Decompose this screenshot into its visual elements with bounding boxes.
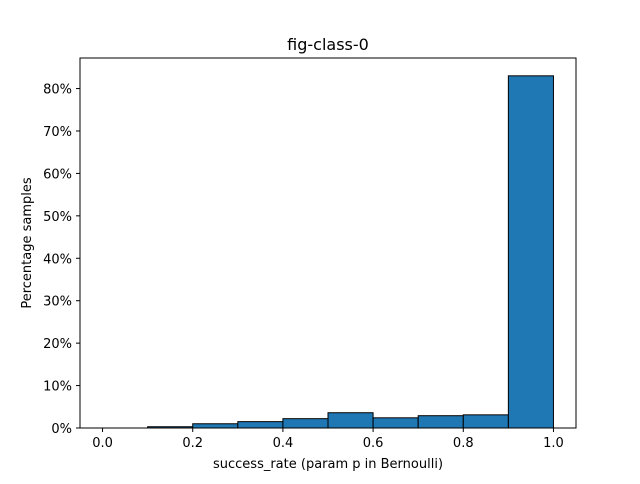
x-tick-label-2: 0.4: [273, 436, 294, 451]
y-tick-label-7: 70%: [43, 125, 72, 140]
y-tick-label-2: 20%: [43, 337, 72, 352]
y-tick-label-3: 30%: [43, 295, 72, 310]
histogram-bar-4: [282, 418, 329, 429]
x-tick-label-3: 0.6: [363, 436, 384, 451]
histogram-bar-5: [327, 412, 374, 429]
histogram-bar-8: [462, 414, 509, 429]
x-axis-label: success_rate (param p in Bernoulli): [213, 457, 443, 472]
x-tick-label-1: 0.2: [182, 436, 203, 451]
y-tick-label-6: 60%: [43, 167, 72, 182]
x-tick-label-4: 0.8: [453, 436, 474, 451]
x-tick-label-0: 0.0: [92, 436, 113, 451]
y-tick-label-1: 10%: [43, 380, 72, 395]
x-axis-ticks: 0.0 0.2 0.4 0.6 0.8 1.0: [92, 428, 564, 451]
histogram-bar-2: [192, 423, 239, 429]
y-tick-label-4: 40%: [43, 252, 72, 267]
histogram-bar-9: [507, 75, 554, 429]
y-tick-label-5: 50%: [43, 210, 72, 225]
y-tick-label-0: 0%: [51, 422, 72, 437]
histogram-bar-7: [417, 415, 464, 429]
y-axis-label: Percentage samples: [20, 177, 35, 309]
histogram-bar-3: [237, 421, 284, 429]
y-axis-ticks: 0% 10% 20% 30% 40% 50% 60% 70% 80%: [43, 83, 80, 437]
plot-frame: [79, 57, 577, 429]
chart-title: fig-class-0: [287, 35, 369, 54]
x-tick-label-5: 1.0: [543, 436, 564, 451]
y-tick-label-8: 80%: [43, 83, 72, 98]
histogram-bar-6: [372, 417, 419, 429]
